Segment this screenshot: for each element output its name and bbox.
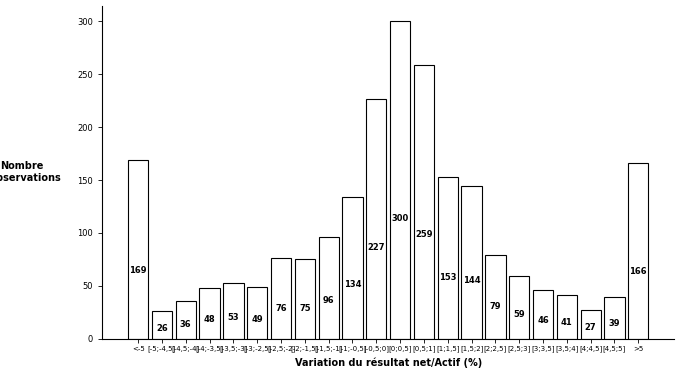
Bar (367, 99, 386, 339)
Bar (605, 297, 625, 339)
Bar (557, 295, 577, 339)
Text: 134: 134 (344, 280, 361, 289)
Text: 96: 96 (323, 295, 335, 304)
Text: 39: 39 (609, 319, 620, 328)
Bar (247, 287, 267, 339)
Text: 48: 48 (204, 315, 216, 324)
Bar (175, 301, 196, 339)
Text: 27: 27 (585, 324, 596, 332)
Bar (342, 197, 362, 339)
Bar (581, 310, 601, 339)
Text: 79: 79 (490, 303, 501, 312)
Y-axis label: Nombre
l'observations: Nombre l'observations (0, 161, 61, 183)
Text: 169: 169 (129, 266, 147, 275)
Text: 227: 227 (368, 243, 385, 252)
X-axis label: Variation du résultat net/Actif (%): Variation du résultat net/Actif (%) (294, 358, 482, 368)
Bar (271, 258, 291, 339)
Text: 166: 166 (630, 267, 647, 276)
Text: 36: 36 (180, 320, 192, 329)
Text: 75: 75 (299, 304, 311, 313)
Text: 153: 153 (439, 273, 456, 282)
Bar (318, 237, 339, 339)
Text: 53: 53 (228, 313, 239, 322)
Text: 41: 41 (561, 318, 573, 327)
Bar (509, 276, 529, 339)
Text: 46: 46 (537, 316, 549, 325)
Bar (438, 177, 458, 339)
Bar (628, 163, 649, 339)
Bar (486, 255, 505, 339)
Bar (414, 65, 434, 339)
Text: 59: 59 (513, 310, 525, 319)
Text: 300: 300 (392, 214, 409, 223)
Text: 259: 259 (415, 230, 432, 239)
Bar (223, 283, 243, 339)
Bar (152, 311, 172, 339)
Bar (533, 290, 553, 339)
Bar (128, 160, 148, 339)
Bar (390, 21, 410, 339)
Text: 49: 49 (252, 315, 263, 324)
Bar (462, 186, 481, 339)
Bar (199, 288, 220, 339)
Text: 26: 26 (156, 324, 168, 333)
Bar (294, 260, 315, 339)
Text: 144: 144 (463, 276, 480, 285)
Text: 76: 76 (275, 304, 287, 313)
